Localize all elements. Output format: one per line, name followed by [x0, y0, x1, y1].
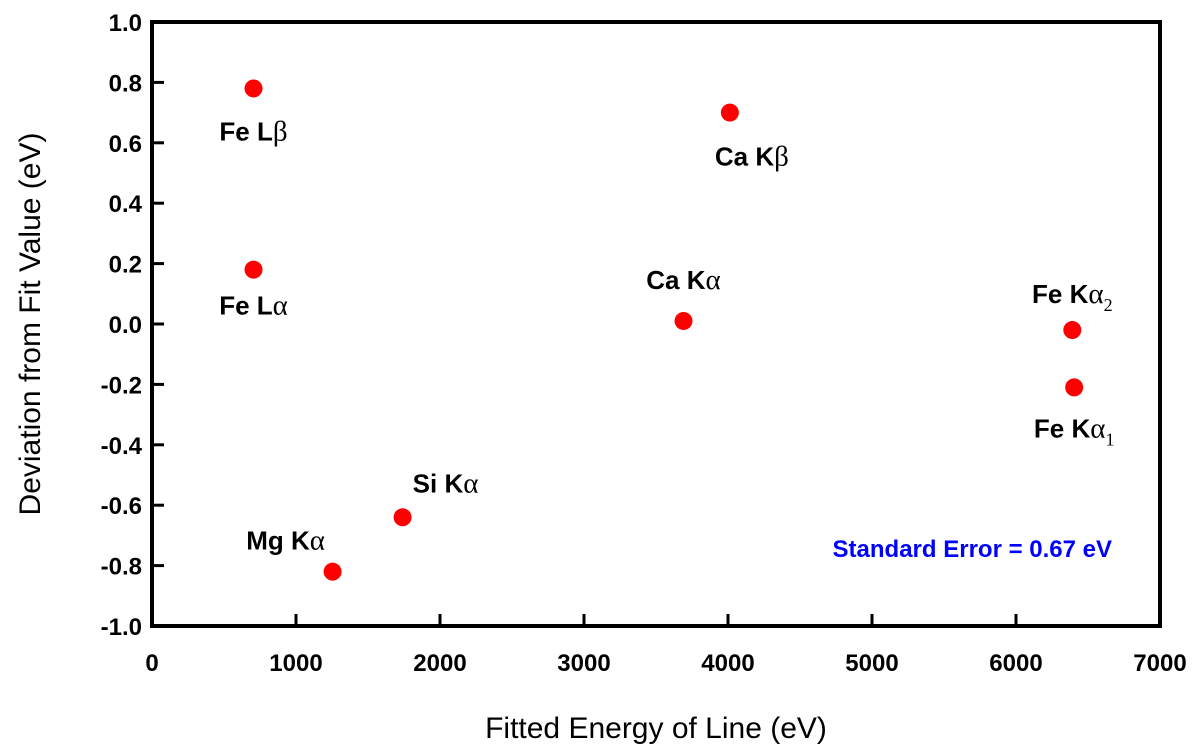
- x-axis-title: Fitted Energy of Line (eV): [485, 712, 827, 745]
- point-label-greek: α: [273, 290, 288, 322]
- point-label-greek: α: [1088, 278, 1103, 310]
- point-label: Si Kα: [413, 467, 479, 499]
- point-label-text: Fe L: [219, 116, 273, 146]
- point-label-greek: α: [706, 264, 721, 296]
- y-tick-label: -1.0: [101, 614, 142, 641]
- point-label: Fe Kα2: [1032, 278, 1113, 315]
- x-axis-ticks: 0 1000 2000 3000 4000 5000 6000 7000: [145, 614, 1187, 677]
- point-label-greek: α: [310, 525, 325, 557]
- x-tick-label: 2000: [413, 650, 466, 677]
- point-label-text: Fe K: [1032, 279, 1089, 309]
- y-tick-label: 0.2: [109, 252, 142, 279]
- y-tick-label: 0.0: [109, 312, 142, 339]
- y-tick-label: 0.8: [109, 70, 142, 97]
- x-tick-label: 7000: [1133, 650, 1186, 677]
- point-label-subscript: 1: [1105, 429, 1114, 449]
- point-label: Mg Kα: [246, 525, 325, 557]
- point-label: Fe Kα1: [1034, 412, 1115, 449]
- y-tick-label: -0.2: [101, 372, 142, 399]
- point-label: Fe Lβ: [219, 115, 287, 147]
- data-point: [1065, 378, 1084, 397]
- point-label-greek: α: [1090, 412, 1105, 444]
- y-tick-label: -0.6: [101, 493, 142, 520]
- point-label-text: Fe K: [1034, 413, 1091, 443]
- y-axis-title: Deviation from Fit Value (eV): [14, 133, 47, 516]
- standard-error-annotation: Standard Error = 0.67 eV: [833, 536, 1112, 563]
- point-label-text: Ca K: [646, 265, 705, 295]
- x-tick-label: 0: [145, 650, 158, 677]
- x-tick-label: 5000: [845, 650, 898, 677]
- data-points: [244, 79, 1084, 581]
- data-point: [720, 103, 739, 122]
- point-label: Fe Lα: [219, 290, 288, 322]
- x-tick-label: 6000: [989, 650, 1042, 677]
- point-label-greek: α: [463, 467, 478, 499]
- y-tick-label: 0.4: [109, 191, 143, 218]
- point-label-text: Mg K: [246, 526, 310, 556]
- x-tick-label: 1000: [269, 650, 322, 677]
- point-label-text: Fe L: [219, 291, 273, 321]
- x-tick-label: 4000: [701, 650, 754, 677]
- data-point: [323, 562, 342, 581]
- x-tick-label: 3000: [557, 650, 610, 677]
- y-tick-label: 1.0: [109, 10, 142, 37]
- data-point: [244, 79, 263, 98]
- y-tick-label: -0.8: [101, 554, 142, 581]
- data-point: [674, 311, 693, 330]
- y-tick-label: -0.4: [101, 433, 143, 460]
- data-point: [244, 260, 263, 279]
- point-label-text: Ca K: [715, 142, 774, 172]
- data-point: [393, 508, 412, 527]
- point-label: Ca Kβ: [715, 141, 789, 173]
- data-point: [1063, 321, 1082, 340]
- point-label-greek: β: [273, 115, 288, 147]
- point-label-subscript: 2: [1104, 295, 1113, 315]
- point-label: Ca Kα: [646, 264, 720, 296]
- y-axis-ticks: 1.0 0.8 0.6 0.4 0.2 0.0 -0.2 -0.4 -0.6 -0.8 -1.0: [101, 10, 164, 641]
- y-tick-label: 0.6: [109, 131, 142, 158]
- point-label-text: Si K: [413, 468, 464, 498]
- point-label-greek: β: [774, 141, 789, 173]
